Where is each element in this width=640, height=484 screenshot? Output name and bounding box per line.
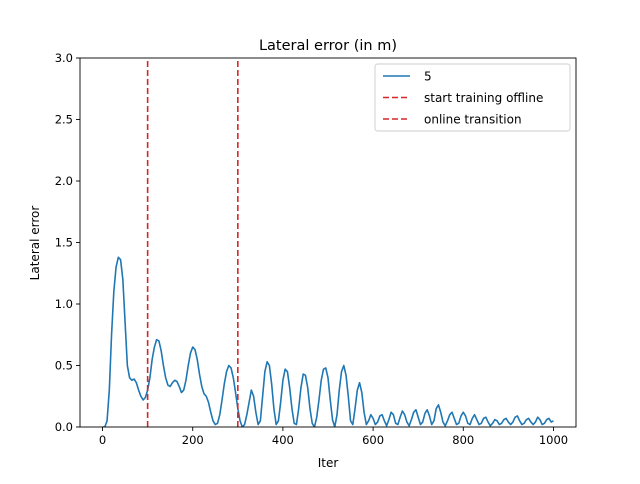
x-tick-label: 1000 <box>539 433 568 447</box>
y-tick-label: 2.0 <box>55 174 73 188</box>
x-tick-label: 400 <box>272 433 294 447</box>
y-axis-ticks: 0.0 0.5 1.0 1.5 2.0 2.5 3.0 <box>55 51 80 434</box>
x-axis-ticks: 0 200 400 600 800 1000 <box>99 427 568 447</box>
x-tick-label: 600 <box>362 433 384 447</box>
legend: 5 start training offline online transition <box>374 63 571 132</box>
axes-frame <box>79 57 577 428</box>
legend-label: start training offline <box>424 91 543 105</box>
x-tick-label: 0 <box>99 433 106 447</box>
y-tick-label: 0.0 <box>55 420 73 434</box>
y-tick-label: 1.5 <box>55 236 73 250</box>
chart-title: Lateral error (in m) <box>259 38 397 54</box>
y-tick-label: 1.0 <box>55 297 73 311</box>
y-tick-label: 3.0 <box>55 51 73 65</box>
plot-area: 0 200 400 600 800 1000 0.0 0.5 1.0 1.5 2.0 2.5 3.0 <box>55 51 577 447</box>
y-tick-label: 0.5 <box>55 359 73 373</box>
series-line-5 <box>102 256 554 427</box>
legend-box <box>374 63 571 132</box>
legend-label: online transition <box>424 113 522 127</box>
x-axis-label: Iter <box>318 456 339 470</box>
y-axis-label: Lateral error <box>28 206 42 281</box>
x-tick-label: 800 <box>452 433 474 447</box>
x-tick-label: 200 <box>182 433 204 447</box>
y-tick-label: 2.5 <box>55 113 73 127</box>
series-layer <box>102 58 554 427</box>
legend-label: 5 <box>424 70 432 84</box>
